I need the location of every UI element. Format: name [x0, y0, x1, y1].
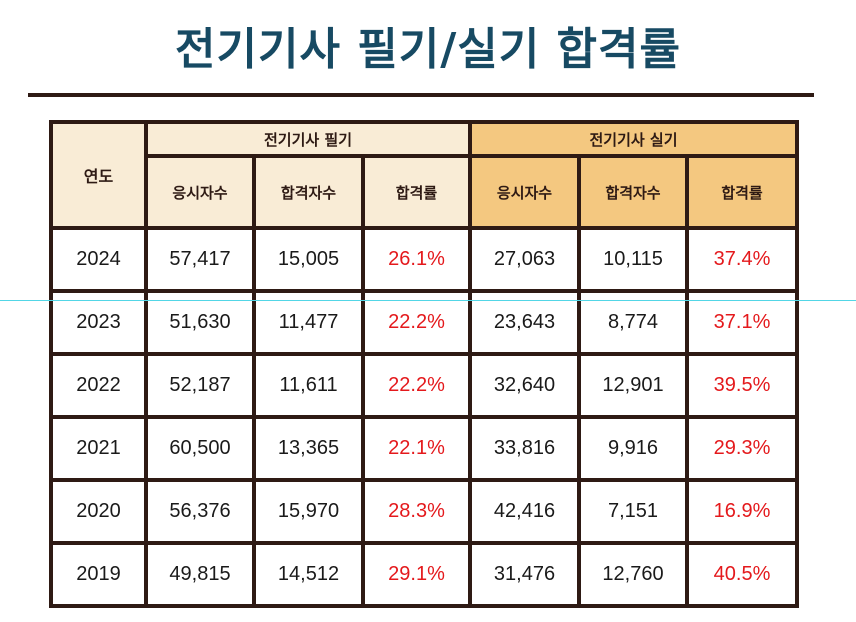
practical-passers-cell: 12,760	[577, 541, 690, 608]
pass-rate-table: 연도 전기기사 필기 전기기사 실기 응시자수 합격자수 합격률 응시자수 합격…	[49, 120, 800, 608]
practical-pass-rate-cell: 29.3%	[685, 415, 800, 482]
practical-exam-group-header: 전기기사 실기	[468, 120, 800, 158]
practical-passers-header: 합격자수	[577, 154, 690, 230]
written-passers-cell: 15,970	[252, 478, 365, 545]
written-passers-cell: 11,611	[252, 352, 365, 419]
practical-applicants-header: 응시자수	[468, 154, 582, 230]
practical-applicants-cell: 42,416	[468, 478, 582, 545]
practical-applicants-cell: 33,816	[468, 415, 582, 482]
practical-applicants-cell: 31,476	[468, 541, 582, 608]
written-pass-rate-header: 합격률	[360, 154, 473, 230]
practical-pass-rate-cell: 37.4%	[685, 226, 800, 293]
title-underline	[28, 93, 814, 97]
table-row: 2024 57,417 15,005 26.1% 27,063 10,115 3…	[49, 226, 800, 293]
practical-applicants-cell: 23,643	[468, 289, 582, 356]
table-row: 2022 52,187 11,611 22.2% 32,640 12,901 3…	[49, 352, 800, 419]
practical-applicants-cell: 32,640	[468, 352, 582, 419]
written-pass-rate-cell: 22.2%	[360, 352, 473, 419]
practical-pass-rate-cell: 39.5%	[685, 352, 800, 419]
table-row: 2020 56,376 15,970 28.3% 42,416 7,151 16…	[49, 478, 800, 545]
written-passers-cell: 13,365	[252, 415, 365, 482]
written-passers-cell: 15,005	[252, 226, 365, 293]
written-applicants-header: 응시자수	[144, 154, 256, 230]
written-pass-rate-cell: 28.3%	[360, 478, 473, 545]
table-row: 2019 49,815 14,512 29.1% 31,476 12,760 4…	[49, 541, 800, 608]
written-applicants-cell: 56,376	[144, 478, 256, 545]
practical-pass-rate-header: 합격률	[685, 154, 800, 230]
year-cell: 2021	[49, 415, 148, 482]
written-exam-group-header: 전기기사 필기	[143, 120, 473, 158]
practical-passers-cell: 7,151	[577, 478, 690, 545]
year-cell: 2019	[49, 541, 148, 608]
alignment-guide-line	[0, 300, 856, 301]
page-title: 전기기사 필기/실기 합격률	[175, 24, 681, 75]
written-applicants-cell: 52,187	[144, 352, 256, 419]
written-pass-rate-cell: 26.1%	[360, 226, 473, 293]
written-pass-rate-cell: 29.1%	[360, 541, 473, 608]
written-pass-rate-cell: 22.1%	[360, 415, 473, 482]
written-applicants-cell: 57,417	[144, 226, 256, 293]
practical-passers-cell: 12,901	[577, 352, 690, 419]
year-cell: 2024	[49, 226, 148, 293]
year-column-header: 연도	[49, 120, 148, 230]
written-passers-header: 합격자수	[252, 154, 365, 230]
written-applicants-cell: 49,815	[144, 541, 256, 608]
practical-pass-rate-cell: 40.5%	[685, 541, 800, 608]
year-cell: 2020	[49, 478, 148, 545]
practical-applicants-cell: 27,063	[468, 226, 582, 293]
table-row: 2021 60,500 13,365 22.1% 33,816 9,916 29…	[49, 415, 800, 482]
written-applicants-cell: 60,500	[144, 415, 256, 482]
practical-passers-cell: 9,916	[577, 415, 690, 482]
written-passers-cell: 14,512	[252, 541, 365, 608]
year-cell: 2022	[49, 352, 148, 419]
practical-pass-rate-cell: 16.9%	[685, 478, 800, 545]
practical-passers-cell: 10,115	[577, 226, 690, 293]
